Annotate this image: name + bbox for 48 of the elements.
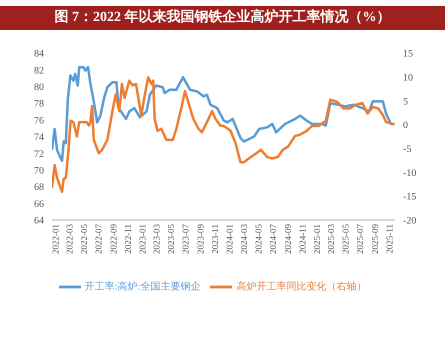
y2-tick-label: 0 — [403, 120, 408, 132]
y-tick-label: 82 — [34, 65, 44, 76]
y2-tick-label: -15 — [403, 192, 416, 203]
x-tick-label: 2023-07 — [180, 224, 191, 254]
x-tick-label: 2024-09 — [282, 224, 293, 254]
y2-tick-label: -10 — [403, 168, 416, 179]
y2-tick-label: 10 — [403, 72, 413, 84]
x-tick-label: 2023-05 — [166, 224, 176, 254]
x-tick-label: 2025-03 — [326, 224, 336, 254]
y-tick-label: 76 — [34, 115, 44, 126]
x-tick-label: 2022-09 — [108, 224, 118, 254]
y-tick-label: 72 — [34, 148, 44, 160]
line-series — [52, 76, 395, 194]
x-tick-label: 2022-01 — [50, 224, 60, 254]
x-tick-label: 2024-11 — [297, 224, 308, 254]
x-tick-label: 2022-03 — [64, 224, 74, 254]
x-tick-label: 2022-11 — [122, 224, 133, 254]
y-tick-label: 78 — [34, 98, 44, 110]
y-tick-label: 84 — [34, 48, 44, 60]
y2-tick-label: -20 — [403, 216, 416, 227]
x-tick-label: 2024-01 — [224, 224, 235, 254]
line-series — [52, 66, 395, 162]
x-tick-label: 2025-07 — [355, 224, 366, 254]
x-tick-label: 2023-01 — [138, 224, 148, 254]
y2-tick-label: 5 — [403, 96, 408, 108]
x-tick-label: 2023-03 — [152, 224, 162, 254]
legend-label: 高炉开工率同比变化（右轴） — [236, 281, 366, 292]
y2-tick-label: 15 — [403, 48, 413, 60]
x-tick-label: 2025-05 — [340, 224, 351, 254]
x-tick-label: 2025-11 — [384, 224, 395, 254]
x-tick-label: 2025-01 — [312, 224, 322, 254]
x-tick-label: 2024-03 — [238, 224, 249, 254]
y-tick-label: 64 — [34, 216, 44, 227]
x-tick-label: 2022-07 — [94, 224, 104, 254]
legend-label: 开工率:高炉:全国主要钢企 — [84, 281, 200, 292]
x-tick-label: 2023-11 — [210, 224, 220, 254]
y-tick-label: 80 — [34, 82, 44, 93]
x-tick-label: 2023-09 — [196, 224, 206, 254]
x-tick-label: 2022-05 — [79, 224, 90, 254]
y-tick-label: 66 — [34, 198, 44, 210]
x-tick-label: 2025-09 — [370, 224, 380, 254]
y-tick-label: 68 — [34, 182, 44, 194]
y2-tick-label: -5 — [403, 144, 412, 155]
x-tick-label: 2024-05 — [254, 224, 264, 254]
x-tick-label: 2024-07 — [268, 224, 278, 254]
y-tick-label: 70 — [34, 165, 44, 176]
chart-title: 图 7：2022 年以来我国钢铁企业高炉开工率情况（%） — [0, 6, 445, 30]
y-tick-label: 74 — [34, 132, 44, 144]
